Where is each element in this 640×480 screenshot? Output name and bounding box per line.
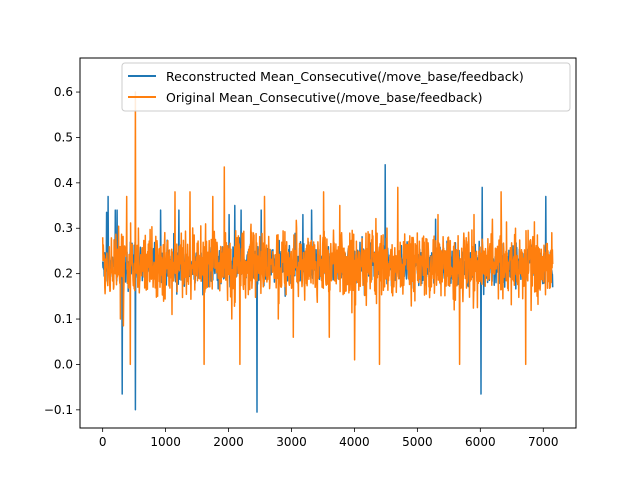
y-tick-label: 0.6 [54,85,73,99]
x-tick-label: 0 [99,435,107,449]
y-tick-label: 0.5 [54,130,73,144]
y-tick-label: 0.2 [54,267,73,281]
x-tick-label: 3000 [276,435,307,449]
y-tick-label: 0.0 [54,357,73,371]
x-tick-label: 4000 [339,435,370,449]
legend-box [121,62,571,112]
x-axis: 0 1000 2000 3000 4000 5000 6000 7000 [99,428,559,449]
x-tick-label: 5000 [402,435,433,449]
series-layer [101,91,554,413]
x-tick-label: 1000 [150,435,181,449]
y-axis: −0.1 0.0 0.1 0.2 0.3 0.4 0.5 0.6 [44,85,80,417]
legend-label-original: Original Mean_Consecutive(/move_base/fee… [166,90,483,105]
x-tick-label: 6000 [465,435,496,449]
x-tick-label: 2000 [213,435,244,449]
legend-label-reconstructed: Reconstructed Mean_Consecutive(/move_bas… [166,69,524,84]
series-line-original [101,91,554,366]
legend: Reconstructed Mean_Consecutive(/move_bas… [121,62,571,112]
y-tick-label: −0.1 [44,403,73,417]
plot-frame [79,57,577,429]
x-tick-label: 7000 [528,435,559,449]
y-tick-label: 0.4 [54,176,73,190]
y-tick-label: 0.3 [54,221,73,235]
y-tick-label: 0.1 [54,312,73,326]
